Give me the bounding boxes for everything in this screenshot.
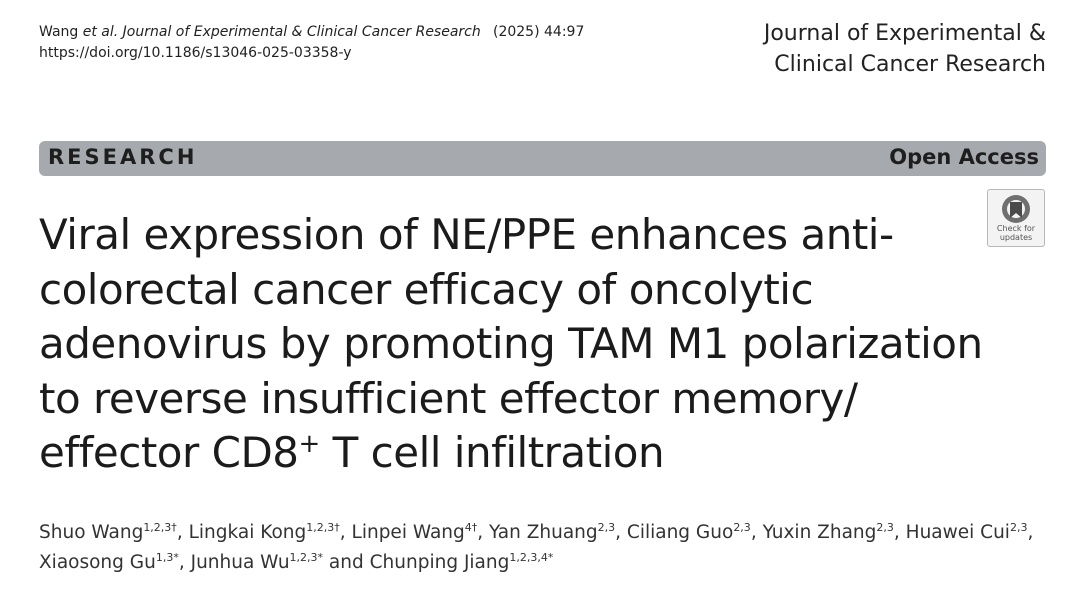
journal-name-line-2: Clinical Cancer Research [774, 52, 1046, 77]
title-line-4: to reverse insufficient effector memory/ [39, 373, 858, 423]
citation-line: Wang et al. Journal of Experimental & Cl… [39, 22, 481, 43]
author-separator: , [339, 522, 352, 543]
check-for-updates-button[interactable]: Check for updates [987, 189, 1045, 247]
article-type-label: RESEARCH [48, 145, 198, 169]
author-separator: , [178, 552, 191, 573]
author-affiliation: 4† [464, 520, 478, 534]
author-separator: and [323, 552, 370, 573]
title-line-5-pre: effector CD8 [39, 428, 299, 477]
author-name: Yan Zhuang [489, 522, 598, 543]
author[interactable]: Ciliang Guo2,3 [627, 522, 751, 543]
author-name: Junhua Wu [190, 552, 290, 573]
author[interactable]: Yan Zhuang2,3 [489, 522, 615, 543]
article-type-banner: RESEARCH Open Access [39, 141, 1046, 176]
author[interactable]: Shuo Wang1,2,3† [39, 522, 177, 543]
author-name: Huawei Cui [905, 522, 1010, 543]
title-line-3: adenovirus by promoting TAM M1 polarizat… [39, 319, 983, 368]
check-for-updates-label-2: updates [999, 233, 1033, 242]
author-affiliation: 1,3* [155, 550, 179, 564]
author-affiliation: 2,3 [876, 520, 894, 534]
author-name: Linpei Wang [351, 522, 465, 543]
author-list: Shuo Wang1,2,3†, Lingkai Kong1,2,3†, Lin… [39, 518, 1049, 578]
title-superscript: + [298, 429, 321, 459]
author[interactable]: Lingkai Kong1,2,3† [189, 522, 340, 543]
author-affiliation: 1,2,3† [143, 520, 177, 534]
author-affiliation: 2,3 [1009, 520, 1028, 534]
author-separator: , [893, 522, 906, 543]
author[interactable]: Linpei Wang4† [352, 522, 478, 543]
author-line-2: Xiaosong Gu1,3*, Junhua Wu1,2,3* and Chu… [39, 548, 1049, 578]
author-separator: , [477, 522, 490, 543]
author-separator: , [176, 522, 189, 543]
title-line-2: colorectal cancer efficacy of oncolytic [39, 264, 814, 314]
author-line-1: Shuo Wang1,2,3†, Lingkai Kong1,2,3†, Lin… [39, 518, 1049, 548]
citation-year-volume: (2025) 44:97 [493, 24, 585, 40]
author-affiliation: 1,2,3* [289, 550, 324, 564]
author[interactable]: Huawei Cui2,3 [906, 522, 1028, 543]
author-name: Lingkai Kong [188, 522, 307, 543]
title-line-5: effector CD8+ T cell infiltration [39, 426, 999, 481]
title-line-1: Viral expression of NE/PPE enhances anti… [39, 210, 894, 259]
journal-name-line-1: Journal of Experimental & [763, 21, 1046, 46]
article-title: Viral expression of NE/PPE enhances anti… [39, 208, 999, 481]
author-name: Yuxin Zhang [762, 522, 877, 543]
author-name: Chunping Jiang [369, 552, 510, 573]
author-name: Shuo Wang [39, 522, 144, 543]
citation-header: Wang et al. Journal of Experimental & Cl… [39, 22, 584, 64]
author-separator: , [750, 522, 763, 543]
author-affiliation: 1,2,3,4* [509, 550, 554, 564]
author-name: Xiaosong Gu [39, 552, 156, 573]
author-affiliation: 2,3 [733, 520, 751, 534]
citation-journal: Journal of Experimental & Clinical Cance… [122, 24, 481, 40]
citation-doi-link[interactable]: https://doi.org/10.1186/s13046-025-03358… [39, 45, 352, 61]
check-for-updates-label-1: Check for [996, 224, 1036, 233]
citation-authors: Wang [39, 24, 79, 40]
title-line-5-post: T cell infiltration [319, 428, 665, 477]
author[interactable]: Chunping Jiang1,2,3,4* [370, 552, 554, 573]
journal-name: Journal of Experimental & Clinical Cance… [764, 18, 1046, 80]
author-affiliation: 2,3 [597, 520, 616, 534]
author-separator: , [615, 522, 627, 543]
author-separator: , [1027, 522, 1034, 543]
check-for-updates-icon [1002, 195, 1030, 223]
author[interactable]: Xiaosong Gu1,3* [39, 552, 179, 573]
author-name: Ciliang Guo [626, 522, 734, 543]
author[interactable]: Yuxin Zhang2,3 [763, 522, 894, 543]
author[interactable]: Junhua Wu1,2,3* [191, 552, 323, 573]
author-affiliation: 1,2,3† [306, 520, 340, 534]
open-access-label: Open Access [889, 145, 1039, 169]
citation-etal: et al. [78, 24, 123, 40]
